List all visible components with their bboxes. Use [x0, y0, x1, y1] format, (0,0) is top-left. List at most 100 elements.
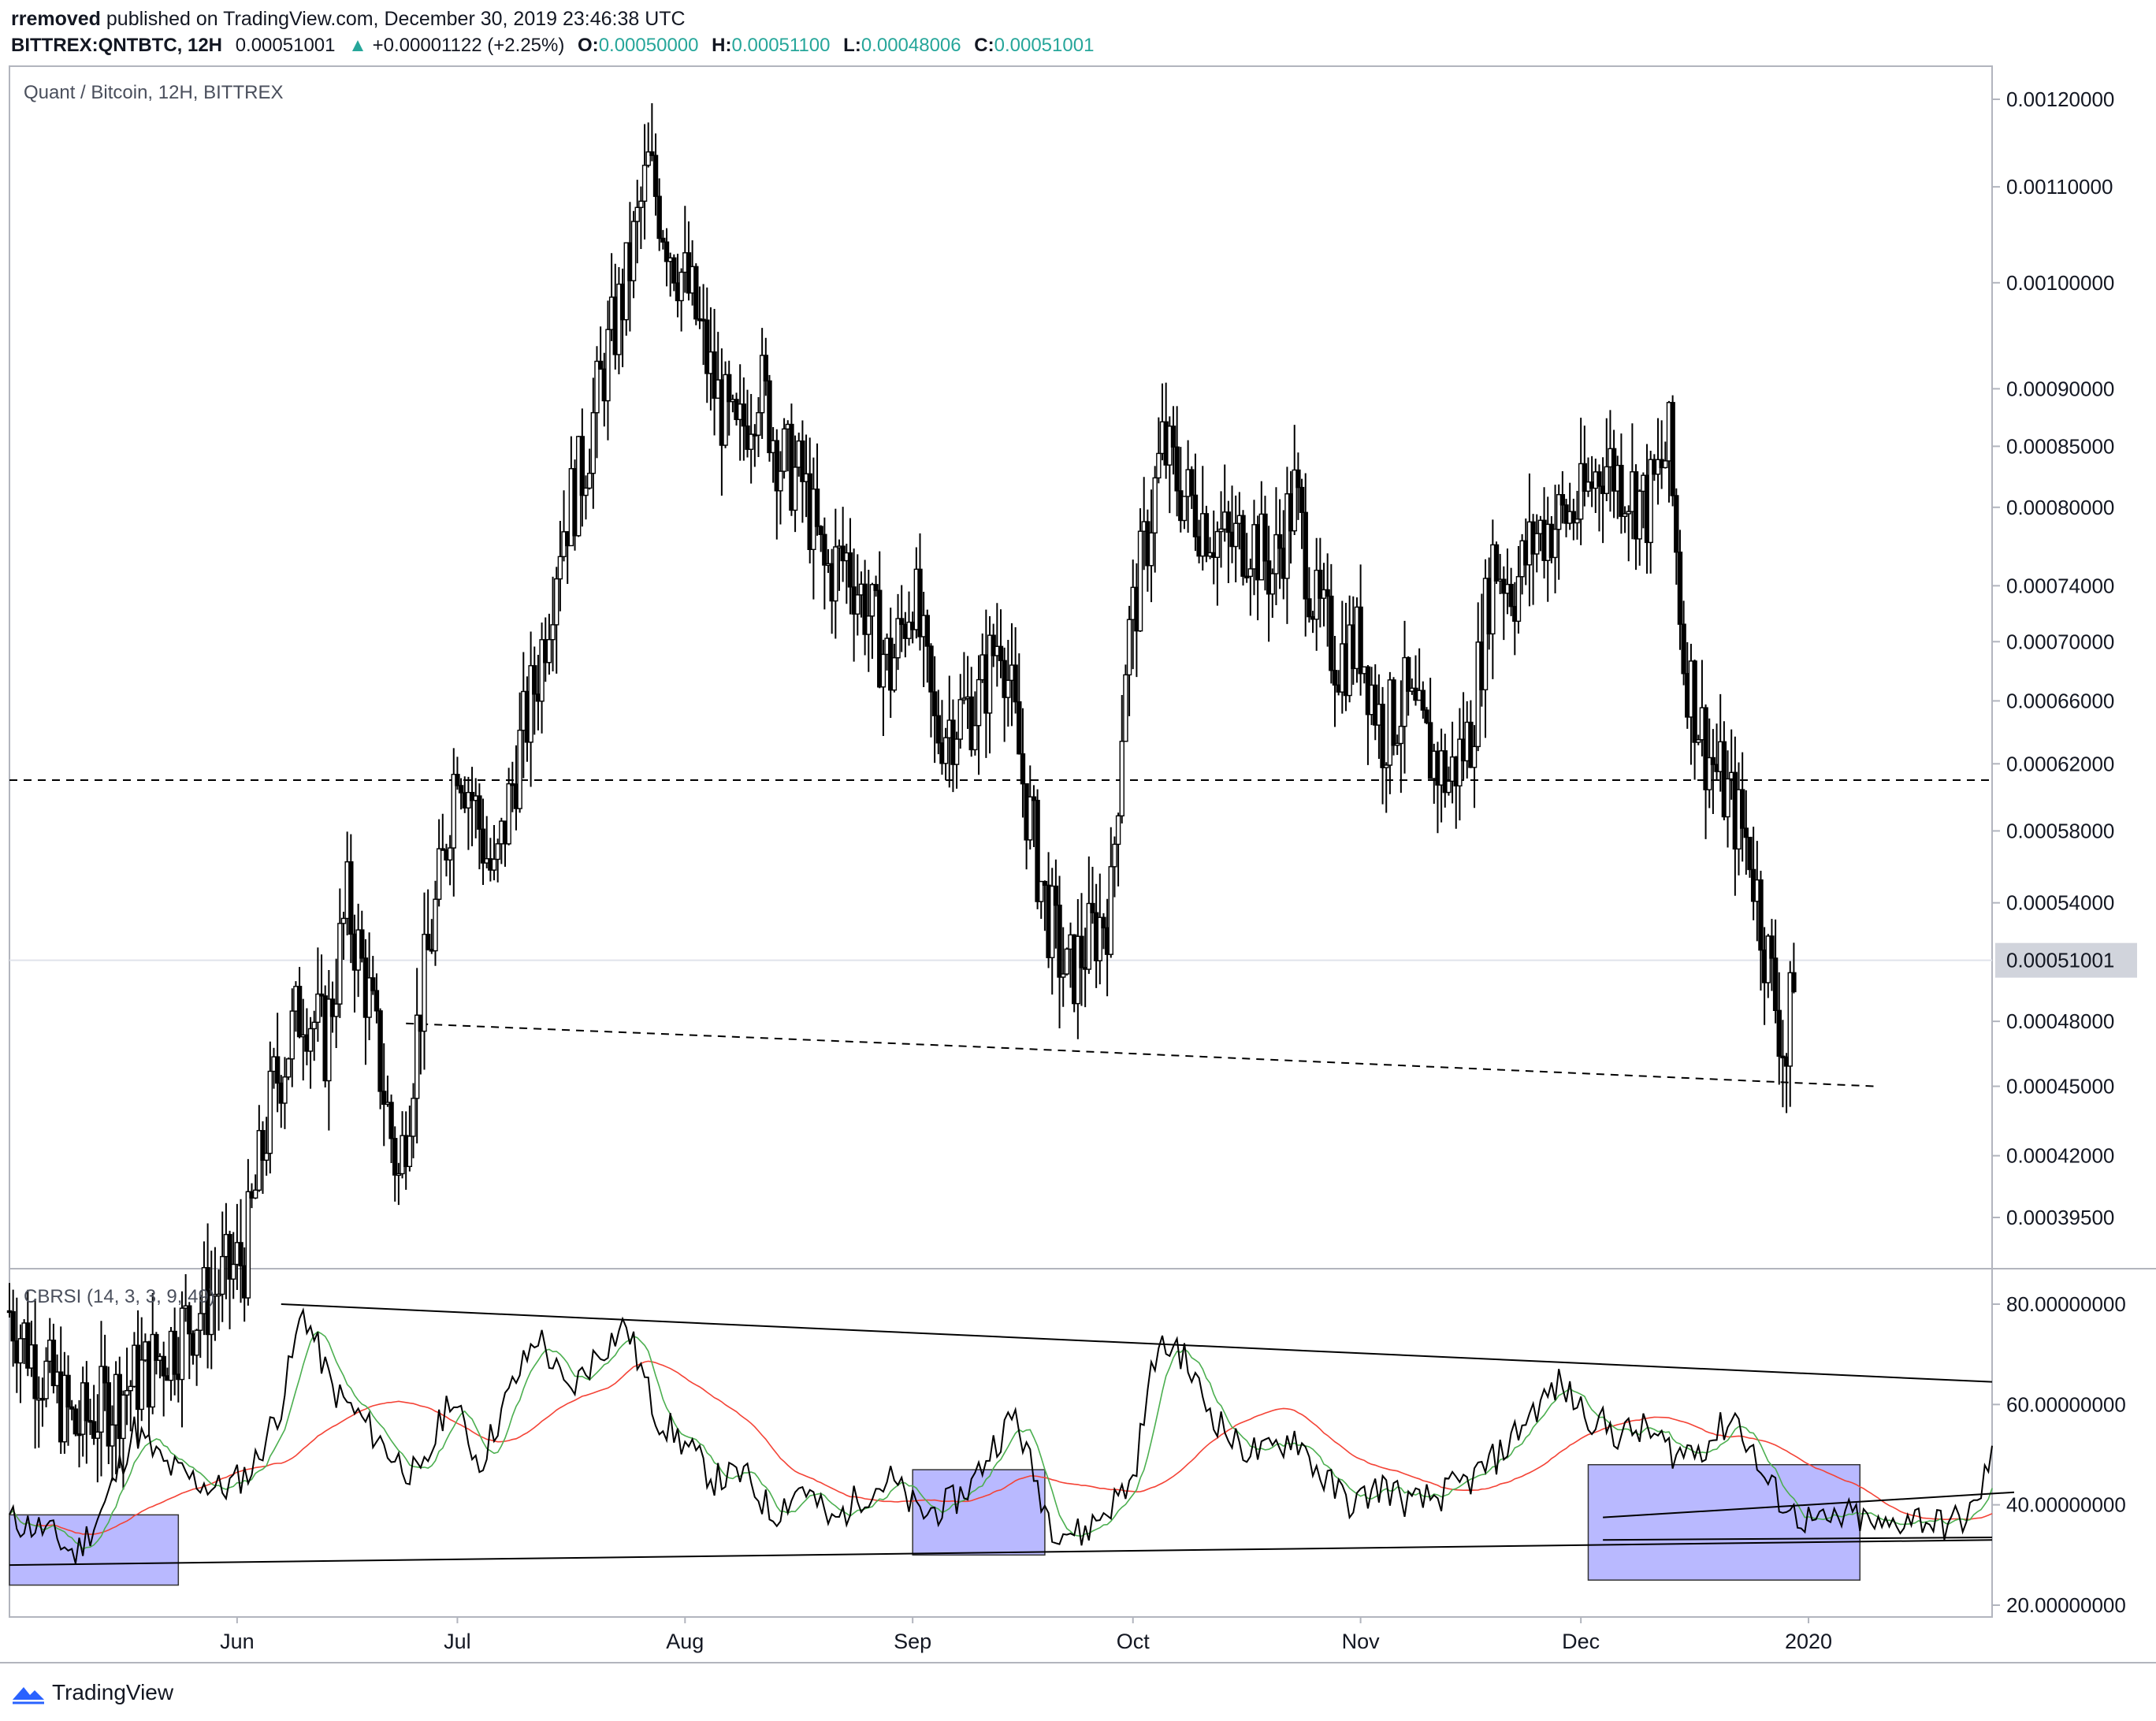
- up-arrow-icon: ▲: [348, 35, 367, 56]
- candle-body: [1006, 679, 1011, 698]
- candle-body: [597, 360, 604, 370]
- candle-body: [50, 1340, 57, 1387]
- candle-body: [326, 998, 332, 1082]
- candle-body: [106, 1382, 112, 1447]
- candle-body: [1042, 880, 1048, 887]
- candle-body: [579, 436, 585, 496]
- candle-body: [1101, 916, 1106, 929]
- candle-body: [1295, 469, 1301, 489]
- candle-body: [583, 487, 589, 496]
- candle-body: [1020, 753, 1026, 785]
- candle-body: [1490, 544, 1496, 635]
- candle-body: [767, 380, 772, 454]
- candle-body: [528, 665, 533, 743]
- candle-body: [1622, 513, 1628, 517]
- candle-body: [590, 412, 597, 474]
- candle-body: [1442, 750, 1448, 794]
- time-tick-label: Jul: [444, 1630, 471, 1653]
- symbol-label[interactable]: BITTREX:QNTBTC, 12H: [11, 35, 223, 56]
- candle-body: [260, 1130, 266, 1162]
- candle-body: [855, 594, 861, 615]
- price-tick-label: 0.00054000: [2006, 891, 2114, 915]
- candle-body: [792, 466, 798, 511]
- rsi-tick-label: 60.00000000: [2006, 1392, 2126, 1416]
- time-tick-label: Sep: [894, 1630, 931, 1653]
- candle-body: [1108, 866, 1113, 955]
- plot-frame: [9, 65, 1993, 1618]
- candle-body: [231, 1263, 236, 1280]
- candle-body: [1597, 471, 1602, 487]
- candle-body: [1692, 660, 1697, 743]
- candle-body: [873, 584, 879, 591]
- candle-body: [506, 782, 511, 845]
- candle-body: [480, 828, 486, 864]
- candle-body: [161, 1355, 166, 1377]
- candle-body: [634, 206, 640, 222]
- candle-body: [712, 351, 717, 400]
- candle-body: [1075, 935, 1081, 1005]
- candle-body: [1582, 463, 1588, 493]
- candle-body: [1028, 796, 1033, 841]
- candle-body: [1556, 494, 1562, 530]
- candle-body: [102, 1366, 108, 1384]
- price-pane-legend[interactable]: Quant / Bitcoin, 12H, BITTREX: [24, 82, 284, 103]
- candles: [6, 103, 1797, 1490]
- candle-body: [924, 615, 931, 647]
- candle-body: [1468, 721, 1474, 768]
- candle-body: [906, 621, 912, 639]
- candle-body: [61, 1374, 68, 1443]
- rsi-highlight-box: [912, 1469, 1046, 1556]
- candle-body: [1225, 511, 1232, 533]
- candle-body: [1534, 533, 1540, 555]
- candle-body: [1214, 530, 1221, 558]
- candle-body: [818, 526, 823, 535]
- candle-body: [392, 1138, 398, 1176]
- tradingview-logo-icon[interactable]: [11, 1679, 46, 1706]
- rsi-pane-legend[interactable]: CBRSI (14, 3, 3, 9, 49): [24, 1286, 215, 1307]
- candle-body: [128, 1385, 133, 1392]
- candle-body: [1277, 533, 1283, 549]
- candle-body: [333, 1003, 339, 1017]
- candle-body: [296, 986, 303, 1038]
- candle-body: [1262, 513, 1268, 562]
- candle-body: [814, 489, 820, 527]
- candle-body: [458, 785, 464, 794]
- rsi-highlight-box: [1587, 1463, 1861, 1581]
- candle-body: [1273, 533, 1279, 574]
- candle-body: [1574, 519, 1580, 524]
- candle-body: [65, 1374, 71, 1408]
- candle-body: [656, 195, 662, 240]
- candle-body: [121, 1394, 126, 1440]
- candle-body: [759, 355, 765, 414]
- candle-body: [1174, 446, 1180, 492]
- candle-body: [318, 993, 325, 997]
- rsi-lower-trendline: [9, 1539, 1993, 1567]
- candle-body: [1097, 916, 1103, 961]
- candle-body: [1002, 660, 1007, 698]
- current-price-tag-label: 0.00051001: [2006, 949, 2114, 972]
- candle-body: [274, 1056, 281, 1084]
- tradingview-brand[interactable]: TradingView: [52, 1680, 174, 1704]
- author-name[interactable]: rremoved: [11, 8, 101, 30]
- candle-body: [1420, 690, 1426, 711]
- candle-body: [1013, 664, 1018, 703]
- candle-body: [1696, 739, 1701, 743]
- candle-body: [1203, 513, 1210, 557]
- candle-body: [727, 374, 732, 403]
- candle-body: [1039, 880, 1044, 902]
- candle-body: [124, 1390, 130, 1396]
- candle-body: [1663, 460, 1668, 469]
- high-value: 0.00051100: [731, 35, 831, 56]
- candle-body: [1017, 701, 1022, 755]
- candle-body: [495, 843, 500, 860]
- candle-body: [774, 440, 779, 492]
- candle-body: [263, 1152, 270, 1162]
- candle-body: [866, 615, 872, 635]
- candle-body: [660, 237, 666, 243]
- candle-body: [1758, 879, 1764, 951]
- candle-body: [414, 1014, 420, 1099]
- candle-body: [10, 1310, 16, 1342]
- candle-body: [554, 578, 559, 626]
- candle-body: [267, 1070, 273, 1154]
